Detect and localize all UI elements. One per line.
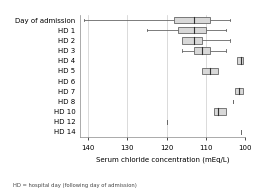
FancyBboxPatch shape: [237, 57, 243, 64]
Text: HD = hospital day (following day of admission): HD = hospital day (following day of admi…: [13, 183, 137, 188]
FancyBboxPatch shape: [194, 47, 210, 54]
FancyBboxPatch shape: [202, 68, 218, 74]
X-axis label: Serum chloride concentration (mEq/L): Serum chloride concentration (mEq/L): [96, 156, 229, 163]
FancyBboxPatch shape: [182, 37, 202, 44]
FancyBboxPatch shape: [174, 17, 210, 23]
FancyBboxPatch shape: [214, 108, 226, 115]
FancyBboxPatch shape: [178, 27, 206, 33]
FancyBboxPatch shape: [235, 88, 243, 94]
